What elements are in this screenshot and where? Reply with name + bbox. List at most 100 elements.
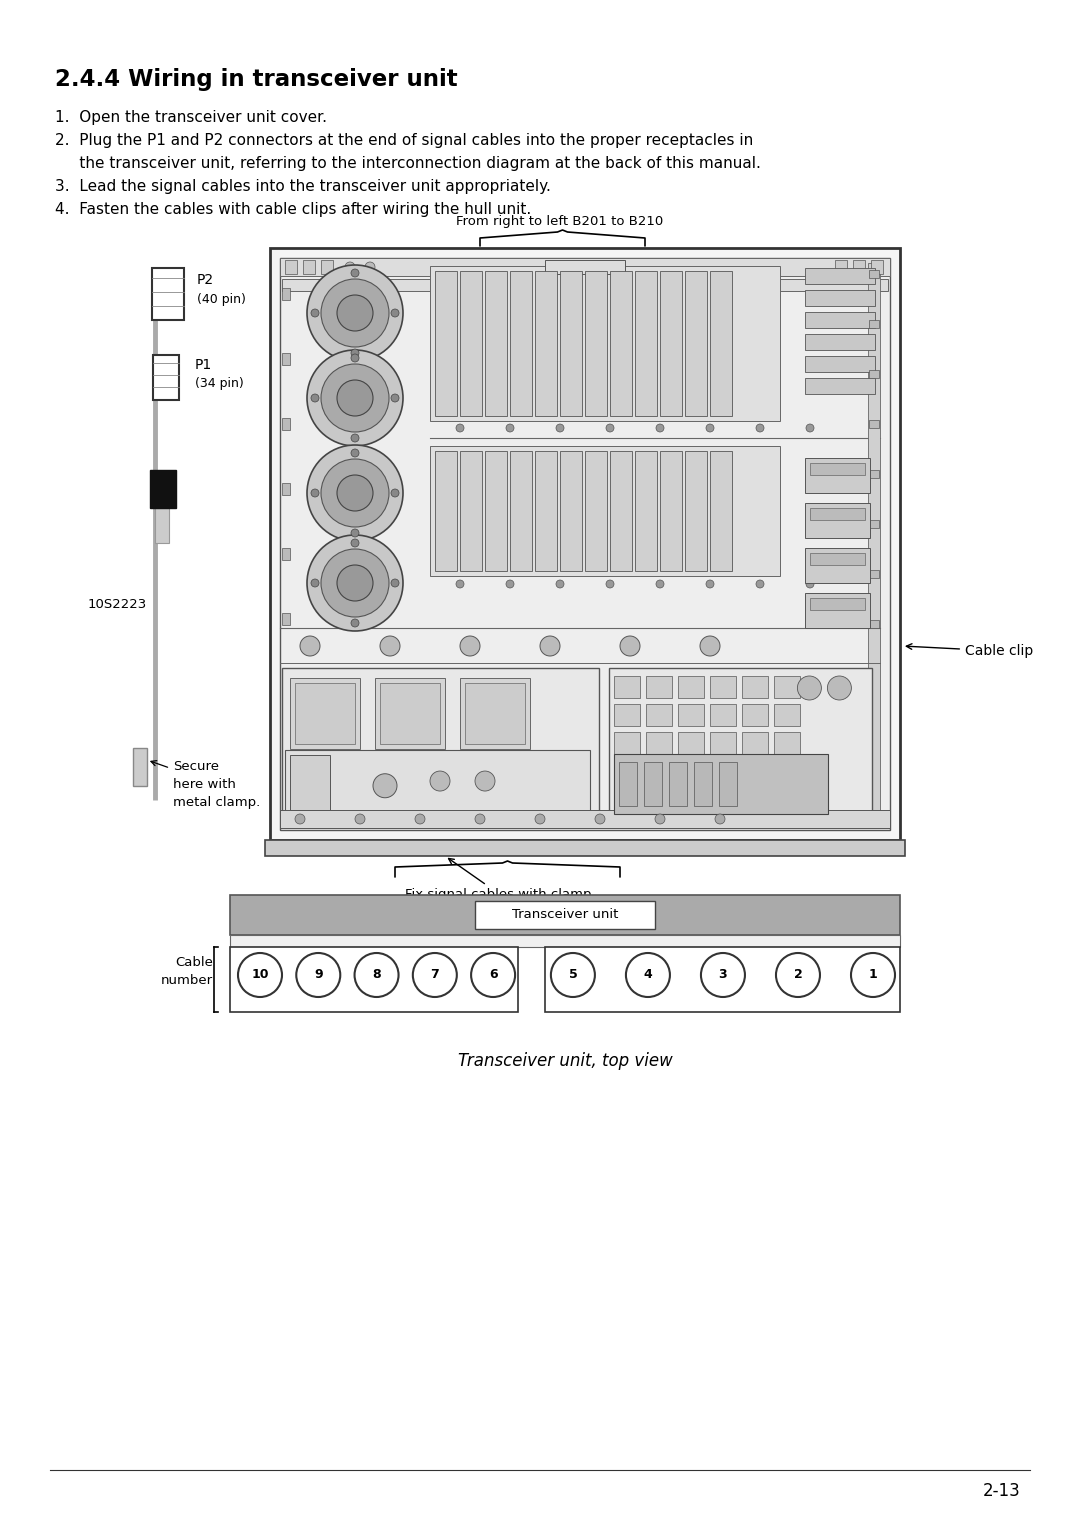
Bar (610, 450, 632, 571)
Bar (280, 258, 890, 276)
Bar (711, 676, 737, 698)
Circle shape (606, 580, 615, 588)
Circle shape (460, 637, 480, 657)
Bar (678, 731, 704, 754)
Text: 1.  Open the transceiver unit cover.: 1. Open the transceiver unit cover. (55, 110, 327, 125)
Bar (710, 450, 732, 571)
Bar (291, 678, 360, 748)
Bar (711, 731, 737, 754)
Circle shape (706, 580, 714, 588)
Bar (535, 270, 557, 415)
Bar (585, 270, 607, 415)
Text: Cable
number: Cable number (161, 956, 213, 986)
Circle shape (365, 263, 375, 272)
Text: P1: P1 (195, 357, 213, 373)
Circle shape (475, 771, 495, 791)
Bar (285, 260, 297, 273)
Bar (150, 470, 176, 508)
Circle shape (775, 953, 820, 997)
Bar (635, 270, 657, 415)
Bar (561, 270, 582, 415)
Bar (435, 450, 457, 571)
Bar (615, 731, 640, 754)
Bar (869, 321, 879, 328)
Bar (805, 290, 875, 305)
Bar (156, 508, 168, 544)
Bar (805, 502, 870, 538)
Bar (615, 704, 640, 725)
Bar (230, 895, 900, 935)
Bar (810, 463, 865, 475)
Bar (805, 356, 875, 373)
Bar (485, 270, 507, 415)
Bar (774, 676, 800, 698)
Circle shape (355, 814, 365, 825)
Circle shape (656, 580, 664, 588)
Circle shape (391, 308, 399, 318)
Circle shape (351, 269, 359, 276)
Bar (282, 289, 291, 299)
Text: P2: P2 (197, 273, 214, 287)
Circle shape (307, 444, 403, 541)
Bar (265, 840, 905, 857)
Bar (685, 450, 707, 571)
Bar (647, 704, 673, 725)
Bar (742, 676, 768, 698)
Circle shape (337, 475, 373, 512)
Circle shape (337, 295, 373, 331)
Bar (719, 762, 738, 806)
Bar (475, 901, 654, 928)
Circle shape (351, 539, 359, 547)
Circle shape (351, 449, 359, 457)
Bar (615, 754, 828, 814)
Circle shape (656, 425, 664, 432)
Bar (805, 269, 875, 284)
Circle shape (321, 460, 389, 527)
Bar (635, 450, 657, 571)
Bar (774, 731, 800, 754)
Circle shape (321, 363, 389, 432)
Bar (430, 266, 780, 421)
Bar (810, 508, 865, 521)
Text: 7: 7 (431, 968, 440, 982)
Bar (869, 370, 879, 379)
Bar (282, 418, 291, 431)
Bar (435, 270, 457, 415)
Bar (835, 260, 847, 273)
Bar (869, 620, 879, 628)
Circle shape (351, 354, 359, 362)
Text: 1: 1 (868, 968, 877, 982)
Circle shape (706, 425, 714, 432)
Text: Transceiver unit, top view: Transceiver unit, top view (458, 1052, 673, 1070)
Bar (805, 458, 870, 493)
Circle shape (700, 637, 720, 657)
Bar (711, 704, 737, 725)
Circle shape (507, 580, 514, 588)
Bar (869, 570, 879, 579)
Bar (868, 263, 880, 825)
Bar (585, 450, 607, 571)
Bar (282, 667, 599, 825)
Circle shape (556, 580, 564, 588)
Text: 2-13: 2-13 (982, 1483, 1020, 1500)
Circle shape (654, 814, 665, 825)
Bar (805, 548, 870, 583)
Text: 2: 2 (794, 968, 802, 982)
Bar (742, 704, 768, 725)
Text: From right to left B201 to B210: From right to left B201 to B210 (457, 215, 663, 228)
Bar (660, 450, 681, 571)
Text: Secure
here with
metal clamp.: Secure here with metal clamp. (151, 760, 260, 809)
Circle shape (415, 814, 426, 825)
Bar (805, 592, 870, 628)
Text: 8: 8 (373, 968, 381, 982)
Text: Transceiver unit: Transceiver unit (512, 909, 618, 921)
Bar (133, 748, 147, 786)
Circle shape (701, 953, 745, 997)
Bar (545, 260, 625, 273)
Bar (280, 809, 890, 828)
Bar (610, 270, 632, 415)
Bar (561, 450, 582, 571)
Bar (153, 354, 179, 400)
Bar (285, 750, 590, 818)
Circle shape (391, 579, 399, 586)
